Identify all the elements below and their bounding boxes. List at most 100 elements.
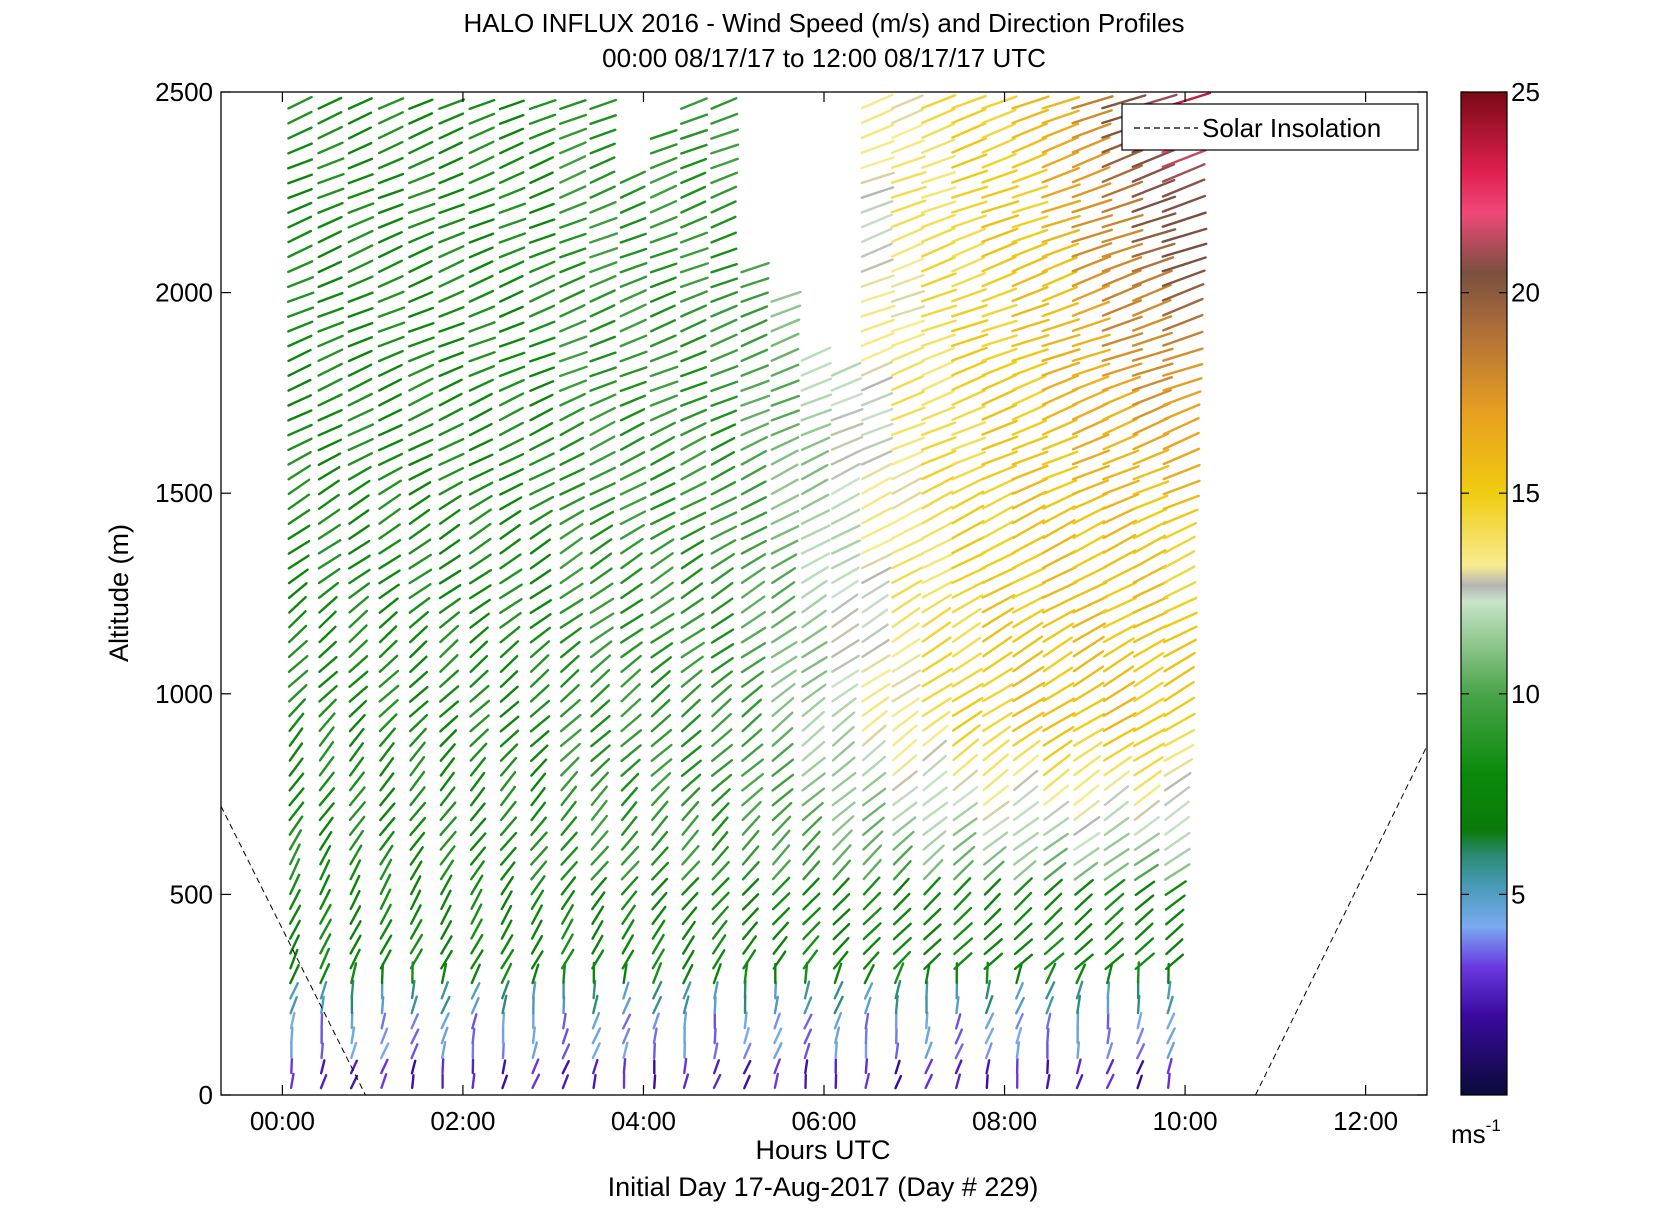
wind-barb [317, 276, 343, 289]
footer-initial-day: Initial Day 17-Aug-2017 (Day # 229) [608, 1172, 1039, 1202]
wind-barb [800, 538, 831, 555]
wind-barb [441, 1057, 445, 1075]
wind-barb [650, 304, 676, 318]
wind-barb [347, 97, 373, 110]
wind-barb [982, 739, 1010, 762]
wind-barb [468, 305, 496, 318]
wind-barb [681, 729, 702, 748]
wind-barb [500, 816, 518, 836]
wind-barb [529, 668, 550, 688]
wind-barb [981, 137, 1016, 154]
wind-barb [347, 188, 375, 200]
wind-barb [649, 365, 679, 378]
wind-barb [982, 635, 1013, 658]
wind-barb [862, 922, 882, 941]
wind-barb [981, 698, 1014, 718]
wind-barb [802, 892, 821, 911]
wind-barb [711, 670, 733, 688]
wind-barb [410, 1028, 420, 1045]
wind-barb [348, 568, 371, 585]
wind-barb [589, 275, 617, 288]
wind-barb [439, 715, 459, 733]
wind-barb [712, 934, 727, 955]
wind-barb [589, 582, 614, 599]
colorbar-tick-label: 10 [1511, 679, 1540, 709]
wind-barb [833, 1011, 843, 1030]
wind-barb [408, 453, 433, 467]
wind-barb [649, 231, 678, 244]
wind-barb [1043, 768, 1070, 791]
wind-barb [860, 304, 896, 318]
wind-barb [468, 187, 495, 200]
wind-barb [1011, 215, 1049, 229]
wind-barb [1071, 214, 1114, 229]
wind-barb [559, 551, 583, 570]
wind-barb [348, 815, 366, 836]
wind-barb [864, 1058, 869, 1075]
wind-barb [529, 699, 551, 718]
wind-barb [1102, 727, 1136, 747]
wind-barb [470, 996, 480, 1015]
wind-barb [650, 451, 675, 466]
wind-barb [558, 350, 588, 363]
wind-barb [288, 787, 305, 807]
wind-barb [831, 492, 860, 510]
wind-barb [559, 155, 587, 170]
wind-barb [803, 1042, 811, 1060]
wind-barb [591, 934, 604, 955]
wind-barb [438, 321, 465, 333]
wind-barb [440, 920, 453, 940]
wind-barb [740, 539, 767, 555]
wind-barb [589, 482, 616, 496]
wind-barb [530, 860, 548, 881]
wind-barb [530, 950, 544, 970]
wind-barb [408, 112, 434, 125]
wind-barb [1073, 769, 1100, 792]
wind-barb [318, 656, 338, 674]
wind-barb [377, 111, 404, 125]
wind-barb [892, 801, 918, 822]
wind-barb [378, 684, 400, 703]
wind-barb [409, 846, 424, 866]
wind-barb [1131, 163, 1176, 183]
wind-barb [955, 996, 960, 1015]
wind-barb [589, 128, 617, 140]
wind-barb [468, 246, 494, 259]
wind-barb [408, 217, 435, 229]
wind-barb [923, 952, 942, 970]
wind-barb [469, 522, 492, 540]
wind-barb [530, 758, 548, 777]
wind-barb [317, 393, 343, 407]
wind-barb [1164, 800, 1190, 821]
wind-barb [380, 1072, 388, 1090]
wind-barb [1041, 270, 1078, 288]
wind-barb [891, 491, 922, 510]
wind-barb [469, 846, 486, 866]
wind-barb [1041, 199, 1082, 214]
wind-barb [831, 654, 860, 673]
wind-barb [1162, 611, 1198, 629]
wind-barb [830, 408, 864, 422]
wind-barb [621, 815, 638, 836]
wind-barb [921, 593, 952, 614]
wind-barb [921, 667, 953, 688]
wind-barb [380, 995, 385, 1015]
wind-barb [771, 581, 796, 599]
wind-barb [1072, 581, 1108, 599]
wind-barb [921, 375, 955, 392]
wind-barb [622, 1027, 631, 1045]
wind-barb [1041, 136, 1080, 154]
wind-barb [801, 772, 826, 792]
wind-barb [862, 951, 880, 970]
wind-barb [922, 801, 949, 822]
wind-barb [831, 756, 856, 777]
wind-barb [287, 215, 313, 229]
wind-barb [1041, 565, 1078, 584]
wind-barb [289, 1011, 296, 1030]
wind-barb [860, 376, 893, 392]
wind-barb [711, 919, 728, 940]
wind-barb [380, 1012, 387, 1030]
wind-barb [770, 394, 800, 407]
wind-barb [772, 907, 791, 926]
wind-barb [1163, 638, 1197, 658]
